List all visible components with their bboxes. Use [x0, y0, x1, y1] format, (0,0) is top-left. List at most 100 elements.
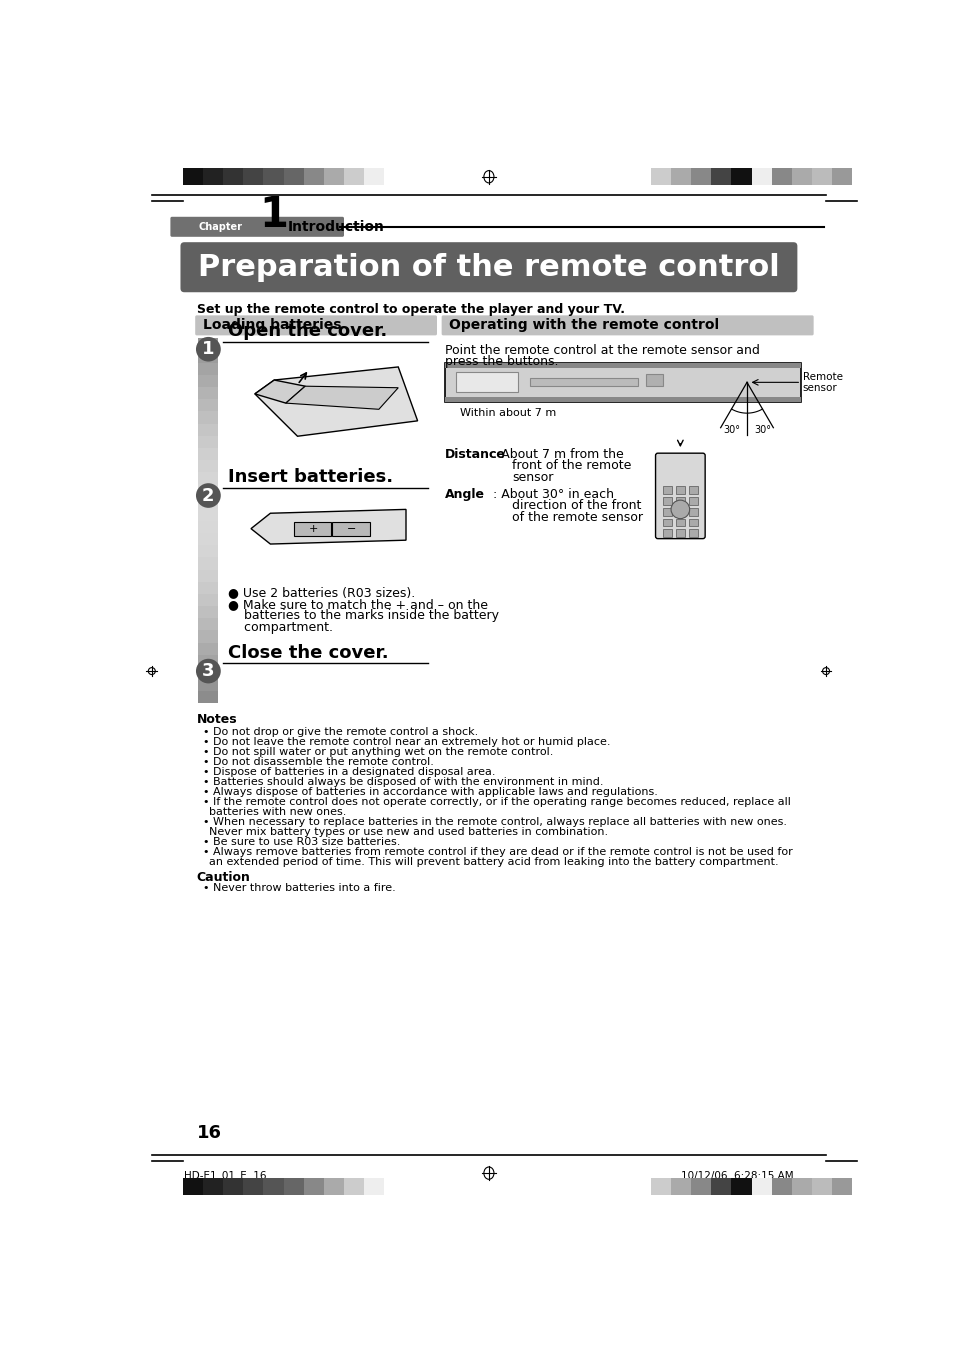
- Polygon shape: [286, 386, 397, 409]
- Bar: [670, 169, 691, 185]
- Bar: [198, 520, 218, 534]
- Bar: [658, 455, 702, 536]
- Text: • Do not leave the remote control near an extremely hot or humid place.: • Do not leave the remote control near a…: [203, 738, 610, 747]
- Text: Close the cover.: Close the cover.: [228, 644, 388, 662]
- Bar: [198, 690, 218, 704]
- Text: Introduction: Introduction: [288, 220, 385, 234]
- Text: Preparation of the remote control: Preparation of the remote control: [198, 253, 779, 282]
- Text: compartment.: compartment.: [228, 621, 333, 634]
- Polygon shape: [251, 509, 406, 544]
- Bar: [198, 423, 218, 436]
- Text: 30°: 30°: [722, 426, 740, 435]
- Text: 10/12/06  6:28:15 AM: 10/12/06 6:28:15 AM: [680, 1171, 793, 1181]
- Text: • When necessary to replace batteries in the remote control, always replace all : • When necessary to replace batteries in…: [203, 817, 786, 827]
- Bar: [364, 1178, 384, 1194]
- Bar: [332, 523, 369, 536]
- Bar: [198, 338, 218, 351]
- Bar: [751, 1178, 771, 1194]
- Bar: [661, 508, 671, 516]
- Circle shape: [195, 336, 220, 362]
- Bar: [344, 169, 364, 185]
- Bar: [263, 169, 283, 185]
- Bar: [444, 397, 801, 401]
- Text: • Do not disassemble the remote control.: • Do not disassemble the remote control.: [203, 758, 434, 767]
- Bar: [198, 678, 218, 692]
- Text: Insert batteries.: Insert batteries.: [228, 469, 393, 486]
- Text: • Do not drop or give the remote control a shock.: • Do not drop or give the remote control…: [203, 727, 477, 738]
- Bar: [198, 374, 218, 388]
- Bar: [675, 530, 684, 538]
- Bar: [198, 569, 218, 582]
- Bar: [691, 169, 711, 185]
- Text: 1: 1: [259, 195, 289, 236]
- Bar: [731, 1178, 751, 1194]
- Bar: [688, 486, 698, 494]
- Bar: [650, 169, 670, 185]
- Bar: [183, 1178, 203, 1194]
- Text: • Do not spill water or put anything wet on the remote control.: • Do not spill water or put anything wet…: [203, 747, 553, 758]
- Text: • Be sure to use R03 size batteries.: • Be sure to use R03 size batteries.: [203, 838, 400, 847]
- Text: batteries with new ones.: batteries with new ones.: [209, 808, 346, 817]
- Bar: [198, 471, 218, 485]
- Text: of the remote sensor: of the remote sensor: [512, 511, 642, 524]
- Bar: [198, 350, 218, 363]
- Bar: [263, 1178, 283, 1194]
- Polygon shape: [254, 380, 305, 403]
- Bar: [675, 486, 684, 494]
- Text: sensor: sensor: [512, 471, 553, 484]
- Text: 2: 2: [202, 486, 214, 504]
- Text: +: +: [308, 524, 317, 534]
- Bar: [198, 605, 218, 619]
- Bar: [198, 386, 218, 400]
- Bar: [198, 617, 218, 631]
- Text: • If the remote control does not operate correctly, or if the operating range be: • If the remote control does not operate…: [203, 797, 790, 808]
- Polygon shape: [254, 367, 417, 436]
- Bar: [811, 1178, 831, 1194]
- Bar: [323, 1178, 344, 1194]
- Text: Set up the remote control to operate the player and your TV.: Set up the remote control to operate the…: [196, 303, 624, 316]
- FancyBboxPatch shape: [441, 315, 813, 335]
- Bar: [198, 532, 218, 546]
- Text: Notes: Notes: [196, 713, 237, 727]
- Bar: [198, 654, 218, 667]
- Text: 30°: 30°: [753, 426, 770, 435]
- Text: an extended period of time. This will prevent battery acid from leaking into the: an extended period of time. This will pr…: [209, 858, 778, 867]
- Text: ● Make sure to match the + and – on the: ● Make sure to match the + and – on the: [228, 598, 487, 611]
- Bar: [183, 169, 203, 185]
- Bar: [283, 169, 303, 185]
- Bar: [688, 508, 698, 516]
- Bar: [203, 1178, 223, 1194]
- Bar: [198, 411, 218, 424]
- Bar: [203, 169, 223, 185]
- Text: Point the remote control at the remote sensor and: Point the remote control at the remote s…: [444, 345, 759, 357]
- Bar: [688, 530, 698, 538]
- Bar: [661, 497, 671, 505]
- Bar: [791, 1178, 811, 1194]
- Bar: [198, 508, 218, 521]
- FancyBboxPatch shape: [180, 242, 797, 292]
- Text: • Always dispose of batteries in accordance with applicable laws and regulations: • Always dispose of batteries in accorda…: [203, 788, 658, 797]
- Bar: [444, 363, 801, 401]
- Bar: [198, 496, 218, 509]
- Bar: [831, 1178, 852, 1194]
- Bar: [444, 363, 801, 367]
- Bar: [771, 1178, 791, 1194]
- Bar: [303, 169, 323, 185]
- Bar: [323, 169, 344, 185]
- Text: 3: 3: [202, 662, 214, 680]
- Bar: [771, 169, 791, 185]
- Text: 16: 16: [196, 1124, 221, 1143]
- Bar: [675, 497, 684, 505]
- Bar: [688, 497, 698, 505]
- Bar: [661, 519, 671, 527]
- Bar: [243, 1178, 263, 1194]
- Text: • Dispose of batteries in a designated disposal area.: • Dispose of batteries in a designated d…: [203, 767, 495, 777]
- Bar: [661, 530, 671, 538]
- Text: • Batteries should always be disposed of with the environment in mind.: • Batteries should always be disposed of…: [203, 777, 603, 788]
- Bar: [711, 1178, 731, 1194]
- Bar: [650, 1178, 670, 1194]
- Bar: [198, 642, 218, 655]
- FancyBboxPatch shape: [655, 453, 704, 539]
- Text: Caution: Caution: [196, 870, 251, 884]
- Bar: [198, 593, 218, 607]
